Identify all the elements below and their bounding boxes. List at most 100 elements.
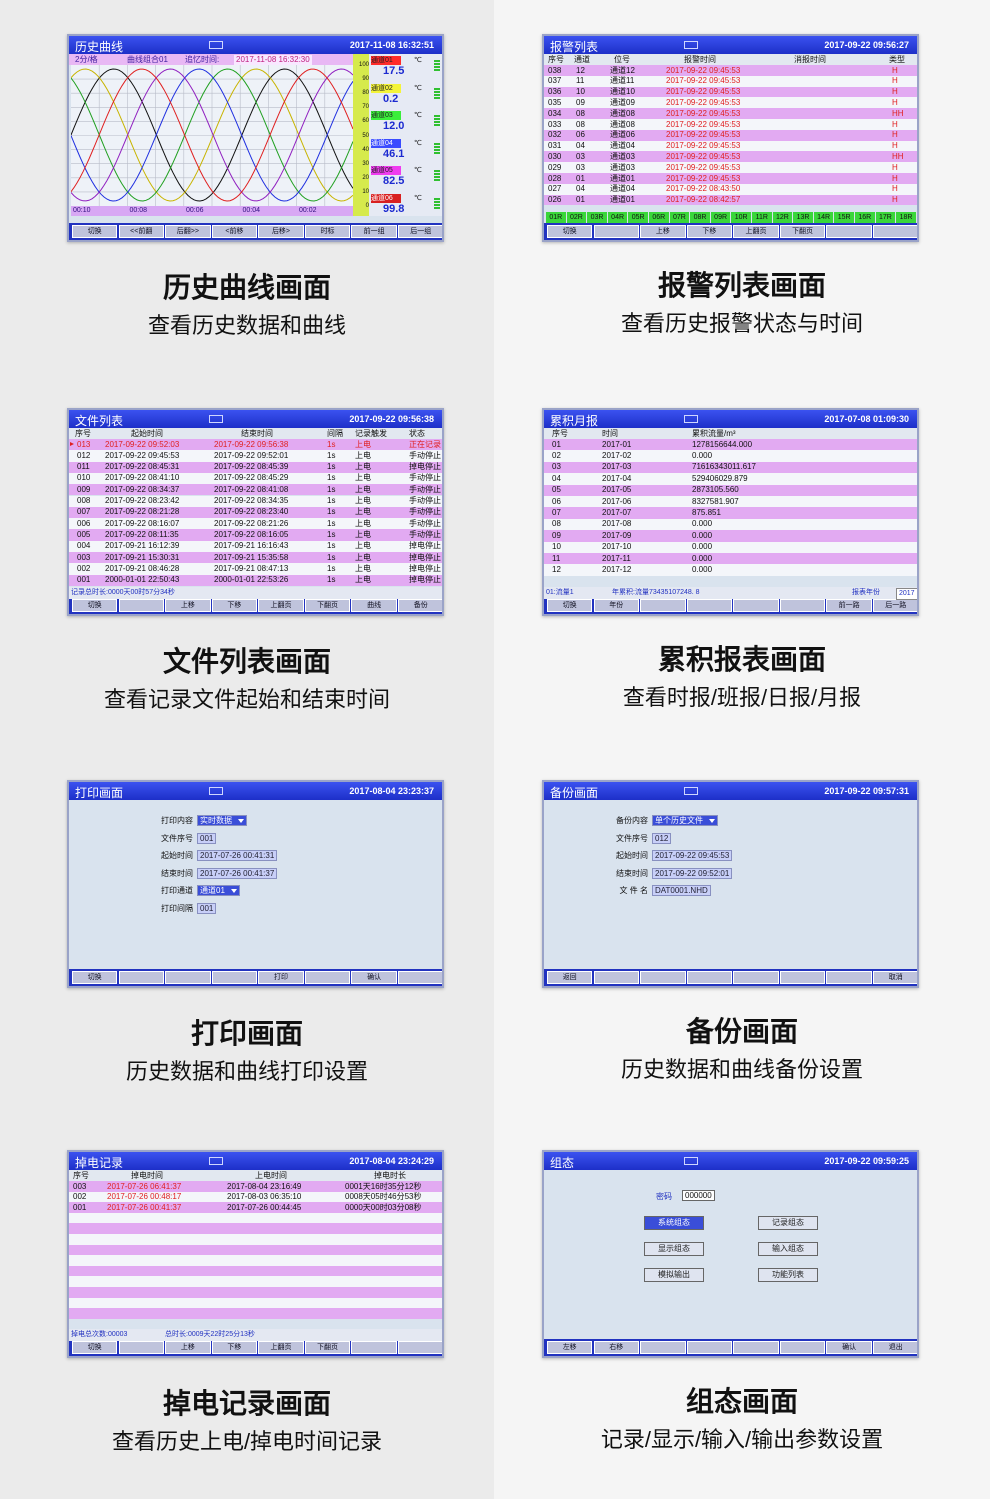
soft-button[interactable]	[165, 971, 211, 984]
soft-button[interactable]: 确认	[826, 1341, 872, 1354]
soft-button[interactable]: 切换	[72, 225, 118, 238]
soft-button[interactable]: 上翻页	[258, 599, 304, 612]
soft-button[interactable]: 下翻页	[304, 599, 351, 612]
level-bar	[434, 142, 440, 155]
table-row	[544, 140, 917, 152]
field-label: 起始时间	[161, 851, 193, 860]
soft-button[interactable]	[398, 1341, 442, 1354]
soft-button[interactable]	[826, 225, 872, 238]
soft-button[interactable]	[779, 1341, 826, 1354]
soft-button[interactable]: 备份	[398, 599, 442, 612]
config-option[interactable]: 记录组态	[758, 1216, 818, 1230]
field-value[interactable]: 通道01	[197, 885, 240, 896]
config-option[interactable]: 显示组态	[644, 1242, 704, 1256]
field-value[interactable]: 实时数据	[197, 815, 247, 826]
soft-button[interactable]: 打印	[258, 971, 304, 984]
soft-button[interactable]: 左移	[547, 1341, 593, 1354]
soft-button[interactable]	[593, 971, 639, 984]
soft-button[interactable]	[873, 225, 917, 238]
field-value[interactable]: 001	[197, 902, 217, 914]
table-cell: 005	[77, 529, 91, 539]
soft-button[interactable]: 前一组	[351, 225, 397, 238]
soft-button[interactable]: 退出	[873, 1341, 917, 1354]
recall-time: 2017-11-08 16:32:30	[234, 55, 312, 65]
soft-button[interactable]: 后一组	[398, 225, 442, 238]
soft-button[interactable]: 取消	[873, 971, 917, 984]
soft-button[interactable]: 下移	[211, 1341, 258, 1354]
caption-subtitle: 历史数据和曲线备份设置	[620, 1057, 863, 1082]
soft-button[interactable]	[733, 599, 779, 612]
config-option[interactable]: 系统组态	[644, 1216, 704, 1230]
channel-unit: ℃	[414, 57, 422, 64]
soft-button[interactable]: 上移	[165, 599, 211, 612]
soft-button[interactable]	[779, 599, 826, 612]
soft-button[interactable]: 上翻页	[733, 225, 779, 238]
soft-button[interactable]: 右移	[593, 1341, 639, 1354]
soft-button[interactable]: 年份	[593, 599, 639, 612]
soft-button[interactable]: 切换	[72, 1341, 118, 1354]
soft-button[interactable]: 切换	[547, 225, 593, 238]
field-value[interactable]: 单个历史文件	[652, 815, 718, 826]
soft-button[interactable]	[118, 599, 164, 612]
soft-button[interactable]	[593, 225, 639, 238]
soft-button[interactable]: 切换	[72, 599, 118, 612]
screen-title: 历史曲线	[75, 40, 124, 54]
soft-button[interactable]: 下移	[211, 599, 258, 612]
soft-button[interactable]: 后翻>>	[165, 225, 211, 238]
field-value[interactable]: 2017-09-22 09:52:01	[652, 867, 733, 879]
field-value[interactable]: 2017-07-26 00:41:31	[197, 850, 278, 861]
soft-button[interactable]	[304, 971, 351, 984]
soft-button[interactable]	[640, 599, 686, 612]
field-label: 结束时间	[616, 868, 648, 878]
soft-button[interactable]: 上移	[165, 1341, 211, 1354]
password-value[interactable]: 000000	[682, 1190, 715, 1201]
soft-button[interactable]	[118, 1341, 164, 1354]
soft-button[interactable]	[686, 971, 733, 984]
field-value[interactable]: 012	[652, 832, 672, 844]
soft-button[interactable]: 时标	[304, 225, 351, 238]
button-bar: 返回 取消	[544, 969, 917, 986]
soft-button[interactable]: 后一路	[873, 599, 917, 612]
table-cell: 手动停止	[409, 529, 441, 539]
soft-button[interactable]: <前移	[211, 225, 258, 238]
field-value[interactable]: DAT0001.NHD	[652, 885, 711, 896]
channel-flag: 03R	[587, 212, 607, 223]
table-cell: 上电	[355, 462, 371, 472]
soft-button[interactable]: 曲线	[351, 599, 397, 612]
table-cell: 2017-09-22 08:16:05	[214, 529, 289, 539]
soft-button[interactable]	[398, 971, 442, 984]
soft-button[interactable]	[640, 1341, 686, 1354]
screen: 报警列表 2017-09-22 09:56:27 切换 上移 下移 上翻页 下翻页 序号 通道 位…	[542, 34, 919, 242]
soft-button[interactable]: 返回	[547, 971, 593, 984]
soft-button[interactable]: 切换	[547, 599, 593, 612]
field-value[interactable]: 001	[197, 832, 217, 844]
field-label: 备份内容	[616, 816, 648, 825]
soft-button[interactable]	[733, 1341, 779, 1354]
soft-button[interactable]	[118, 971, 164, 984]
soft-button[interactable]: 下翻页	[304, 1341, 351, 1354]
soft-button[interactable]: 下翻页	[779, 225, 826, 238]
table-cell: 09	[552, 530, 561, 540]
config-option[interactable]: 输入组态	[758, 1242, 818, 1256]
soft-button[interactable]	[686, 599, 733, 612]
soft-button[interactable]	[211, 971, 258, 984]
table-cell: 003	[77, 552, 91, 562]
soft-button[interactable]: 下移	[686, 225, 733, 238]
soft-button[interactable]	[640, 971, 686, 984]
config-option[interactable]: 功能列表	[758, 1268, 818, 1282]
soft-button[interactable]	[826, 971, 872, 984]
soft-button[interactable]: 切换	[72, 971, 118, 984]
soft-button[interactable]: 后移>	[258, 225, 304, 238]
soft-button[interactable]: 前一路	[826, 599, 872, 612]
soft-button[interactable]	[686, 1341, 733, 1354]
field-value[interactable]: 2017-07-26 00:41:37	[197, 867, 278, 879]
soft-button[interactable]: 确认	[351, 971, 397, 984]
soft-button[interactable]	[733, 971, 779, 984]
soft-button[interactable]	[779, 971, 826, 984]
soft-button[interactable]: <<前翻	[118, 225, 164, 238]
field-value[interactable]: 2017-09-22 09:45:53	[652, 850, 733, 861]
soft-button[interactable]: 上翻页	[258, 1341, 304, 1354]
soft-button[interactable]	[351, 1341, 397, 1354]
soft-button[interactable]: 上移	[640, 225, 686, 238]
config-option[interactable]: 模拟输出	[644, 1268, 704, 1282]
